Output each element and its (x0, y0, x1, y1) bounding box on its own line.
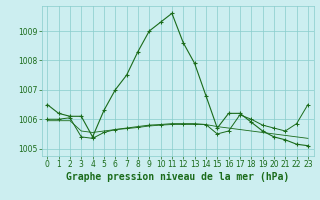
X-axis label: Graphe pression niveau de la mer (hPa): Graphe pression niveau de la mer (hPa) (66, 172, 289, 182)
